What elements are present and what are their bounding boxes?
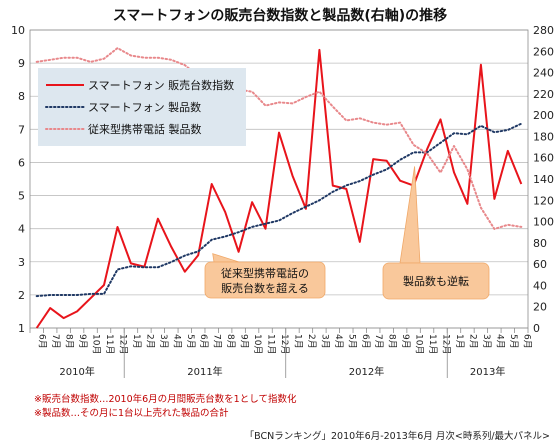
x-month-label: 4月: [494, 334, 505, 349]
footnote-product-count: ※製品数…その月に1台以上売れた製品の合計: [34, 408, 229, 419]
x-month-label: 5月: [508, 334, 519, 349]
x-month-label: 7月: [50, 334, 61, 349]
x-month-label: 7月: [373, 334, 384, 349]
legend-box: [38, 68, 246, 146]
x-month-label: 4月: [171, 334, 182, 349]
y-left-tick-label: 10: [11, 24, 25, 37]
x-month-label: 10月: [414, 334, 425, 354]
y-left-tick-label: 9: [18, 57, 25, 70]
x-month-label: 6月: [360, 334, 371, 349]
y-right-tick-label: 20: [533, 301, 547, 314]
x-month-label: 6月: [37, 334, 48, 349]
x-month-label: 7月: [212, 334, 223, 349]
x-month-label: 12月: [441, 334, 452, 354]
plot-area: [29, 29, 529, 329]
x-month-label: 8月: [225, 334, 236, 349]
x-month-label: 4月: [333, 334, 344, 349]
x-month-label: 8月: [387, 334, 398, 349]
x-month-label: 2月: [467, 334, 478, 349]
x-month-label: 10月: [91, 334, 102, 354]
x-month-label: 6月: [198, 334, 209, 349]
x-month-label: 1月: [454, 334, 465, 349]
y-right-tick-label: 120: [533, 194, 554, 207]
callout-pointer: [212, 253, 240, 263]
x-month-label: 9月: [239, 334, 250, 349]
x-year-label: 2013年: [470, 365, 505, 378]
legend-label-0: スマートフォン 販売台数指数: [88, 78, 234, 92]
y-left-tick-label: 7: [18, 123, 25, 136]
y-left-tick-label: 4: [18, 223, 25, 236]
x-month-label: 9月: [400, 334, 411, 349]
legend-label-2: 従来型携帯電話 製品数: [88, 122, 202, 136]
y-right-tick-label: 140: [533, 173, 554, 186]
source-note: 「BCNランキング」2010年6月-2013年6月 月次<時系列/最大パネル>: [244, 431, 550, 442]
x-month-label: 1月: [131, 334, 142, 349]
x-month-label: 12月: [279, 334, 290, 354]
x-month-label: 6月: [521, 334, 532, 349]
footnote-index: ※販売台数指数…2010年6月の月間販売台数を1として指数化: [34, 394, 297, 405]
callout-text: 販売台数を超える: [221, 281, 309, 295]
y-left-tick-label: 5: [18, 190, 25, 203]
x-month-label: 3月: [481, 334, 492, 349]
y-left-tick-label: 2: [18, 289, 25, 302]
x-month-label: 12月: [117, 334, 128, 354]
x-year-label: 2010年: [59, 365, 94, 378]
x-month-label: 3月: [319, 334, 330, 349]
y-right-tick-label: 160: [533, 152, 554, 165]
series-line-1: [35, 122, 523, 298]
x-month-label: 9月: [77, 334, 88, 349]
y-right-tick-label: 60: [533, 258, 547, 271]
x-month-label: 1月: [292, 334, 303, 349]
x-month-label: 11月: [104, 334, 115, 354]
x-year-label: 2012年: [349, 365, 384, 378]
footnotes: ※販売台数指数…2010年6月の月間販売台数を1として指数化 ※製品数…その月に…: [34, 393, 296, 421]
x-month-label: 5月: [346, 334, 357, 349]
x-month-label: 5月: [185, 334, 196, 349]
y-right-tick-label: 100: [533, 216, 554, 229]
y-right-tick-label: 220: [533, 88, 554, 101]
y-left-tick-label: 1: [18, 322, 25, 335]
x-month-label: 3月: [158, 334, 169, 349]
y-right-tick-label: 200: [533, 109, 554, 122]
y-left-tick-label: 8: [18, 90, 25, 103]
y-right-tick-label: 240: [533, 67, 554, 80]
callout-text: 製品数も逆転: [403, 274, 469, 288]
legend-label-1: スマートフォン 製品数: [88, 100, 201, 114]
y-right-tick-label: 80: [533, 237, 547, 250]
x-month-label: 11月: [266, 334, 277, 354]
y-right-tick-label: 0: [533, 322, 540, 335]
callout-box: [204, 261, 326, 299]
chart-title: スマートフォンの販売台数指数と製品数(右軸)の推移: [113, 7, 447, 24]
y-left-tick-label: 3: [18, 256, 25, 269]
y-left-tick-label: 6: [18, 156, 25, 169]
x-month-label: 10月: [252, 334, 263, 354]
x-month-label: 8月: [64, 334, 75, 349]
series-line-0: [35, 48, 523, 329]
x-year-label: 2011年: [187, 365, 222, 378]
y-right-tick-label: 280: [533, 24, 554, 37]
y-right-tick-label: 260: [533, 45, 554, 58]
callout-text: 従来型携帯電話の: [221, 266, 309, 280]
x-month-label: 2月: [144, 334, 155, 349]
x-month-label: 11月: [427, 334, 438, 354]
y-right-tick-label: 180: [533, 130, 554, 143]
y-right-tick-label: 40: [533, 279, 547, 292]
callout-box: [382, 262, 490, 300]
x-month-label: 2月: [306, 334, 317, 349]
series-line-2: [35, 47, 523, 230]
